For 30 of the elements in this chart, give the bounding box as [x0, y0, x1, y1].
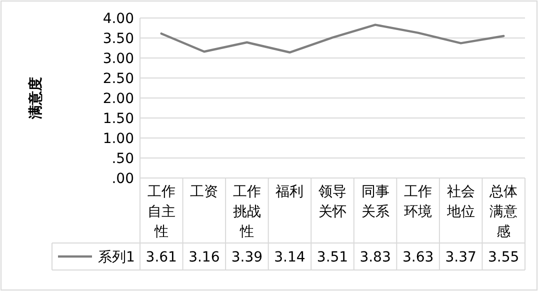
y-tick-label: 2.50 — [102, 71, 134, 87]
y-tick-label: 1.50 — [102, 111, 134, 127]
x-tick-label: 总体满意感 — [488, 184, 518, 240]
x-tick-label: 同事关系 — [361, 184, 390, 220]
y-tick-label: 3.00 — [102, 51, 134, 67]
y-axis-title: 满意度 — [27, 77, 44, 120]
x-tick-label: 社会地位 — [446, 184, 475, 220]
data-label: 3.83 — [360, 250, 391, 266]
y-tick-label: .00 — [112, 171, 134, 187]
x-tick-label: 领导关怀 — [318, 184, 346, 220]
legend-label: 系列1 — [98, 250, 135, 266]
x-tick-label: 工作环境 — [404, 184, 432, 220]
data-label: 3.37 — [445, 250, 476, 266]
y-tick-label: .50 — [112, 151, 134, 167]
y-tick-label: 4.00 — [102, 11, 134, 27]
y-tick-label: 3.50 — [102, 31, 134, 47]
data-label: 3.14 — [274, 250, 306, 266]
data-label: 3.55 — [488, 250, 520, 266]
y-tick-label: 2.00 — [102, 91, 134, 107]
x-tick-label: 工资 — [190, 184, 218, 200]
x-tick-label: 福利 — [276, 184, 304, 200]
line-series — [160, 24, 505, 54]
data-label: 3.39 — [231, 250, 263, 266]
y-tick-label: 1.00 — [102, 131, 134, 147]
data-label: 3.61 — [146, 250, 177, 266]
data-label: 3.63 — [402, 250, 434, 266]
x-tick-label: 工作挑战性 — [232, 184, 261, 240]
x-tick-label: 工作自主性 — [147, 184, 176, 240]
data-label: 3.16 — [188, 250, 220, 266]
data-label: 3.51 — [316, 250, 348, 266]
